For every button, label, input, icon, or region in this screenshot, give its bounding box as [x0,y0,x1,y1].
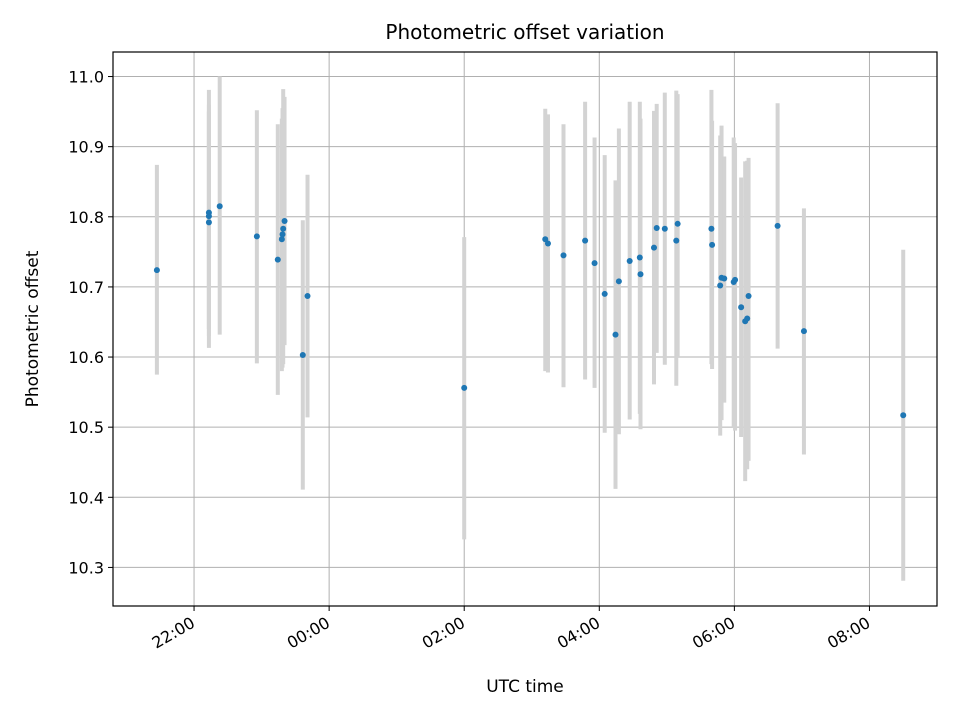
data-points [153,203,907,419]
data-point [900,412,907,419]
data-point [304,293,311,300]
y-tick-label: 10.6 [68,348,104,367]
data-point [216,203,223,210]
data-point [591,260,598,267]
data-point [636,254,643,261]
chart-title: Photometric offset variation [385,20,664,44]
data-point [153,267,160,274]
y-tick-label: 11.0 [68,68,104,87]
data-point [253,233,260,240]
data-point [560,252,567,259]
data-point [615,278,622,285]
data-point [279,231,286,238]
data-point [674,220,681,227]
data-point [205,213,212,220]
data-point [281,218,288,225]
data-point [582,237,589,244]
data-point [601,290,608,297]
data-point [653,225,660,232]
data-point [774,222,781,229]
data-point [461,384,468,391]
data-point [745,293,752,300]
data-point [661,225,668,232]
data-point [673,237,680,244]
data-point [708,225,715,232]
y-tick-label: 10.5 [68,418,104,437]
data-point [744,315,751,322]
y-axis-title: Photometric offset [23,250,43,407]
data-point [721,275,728,282]
data-point [626,257,633,264]
data-point [738,304,745,311]
data-point [612,331,619,338]
y-tick-label: 10.9 [68,138,104,157]
data-point [637,271,644,278]
data-point [800,328,807,335]
data-point [732,276,739,283]
data-point [274,256,281,263]
data-point [709,241,716,248]
data-point [280,225,287,232]
plot-frame [112,51,938,607]
data-point [299,351,306,358]
y-tick-label: 10.7 [68,278,104,297]
data-point [544,240,551,247]
y-tick-label: 10.4 [68,488,104,507]
y-tick-label: 10.3 [68,558,104,577]
x-axis-title: UTC time [486,677,564,697]
data-point [717,282,724,289]
data-point [278,236,285,243]
data-point [651,244,658,251]
y-tick-label: 10.8 [68,208,104,227]
data-point [205,219,212,226]
